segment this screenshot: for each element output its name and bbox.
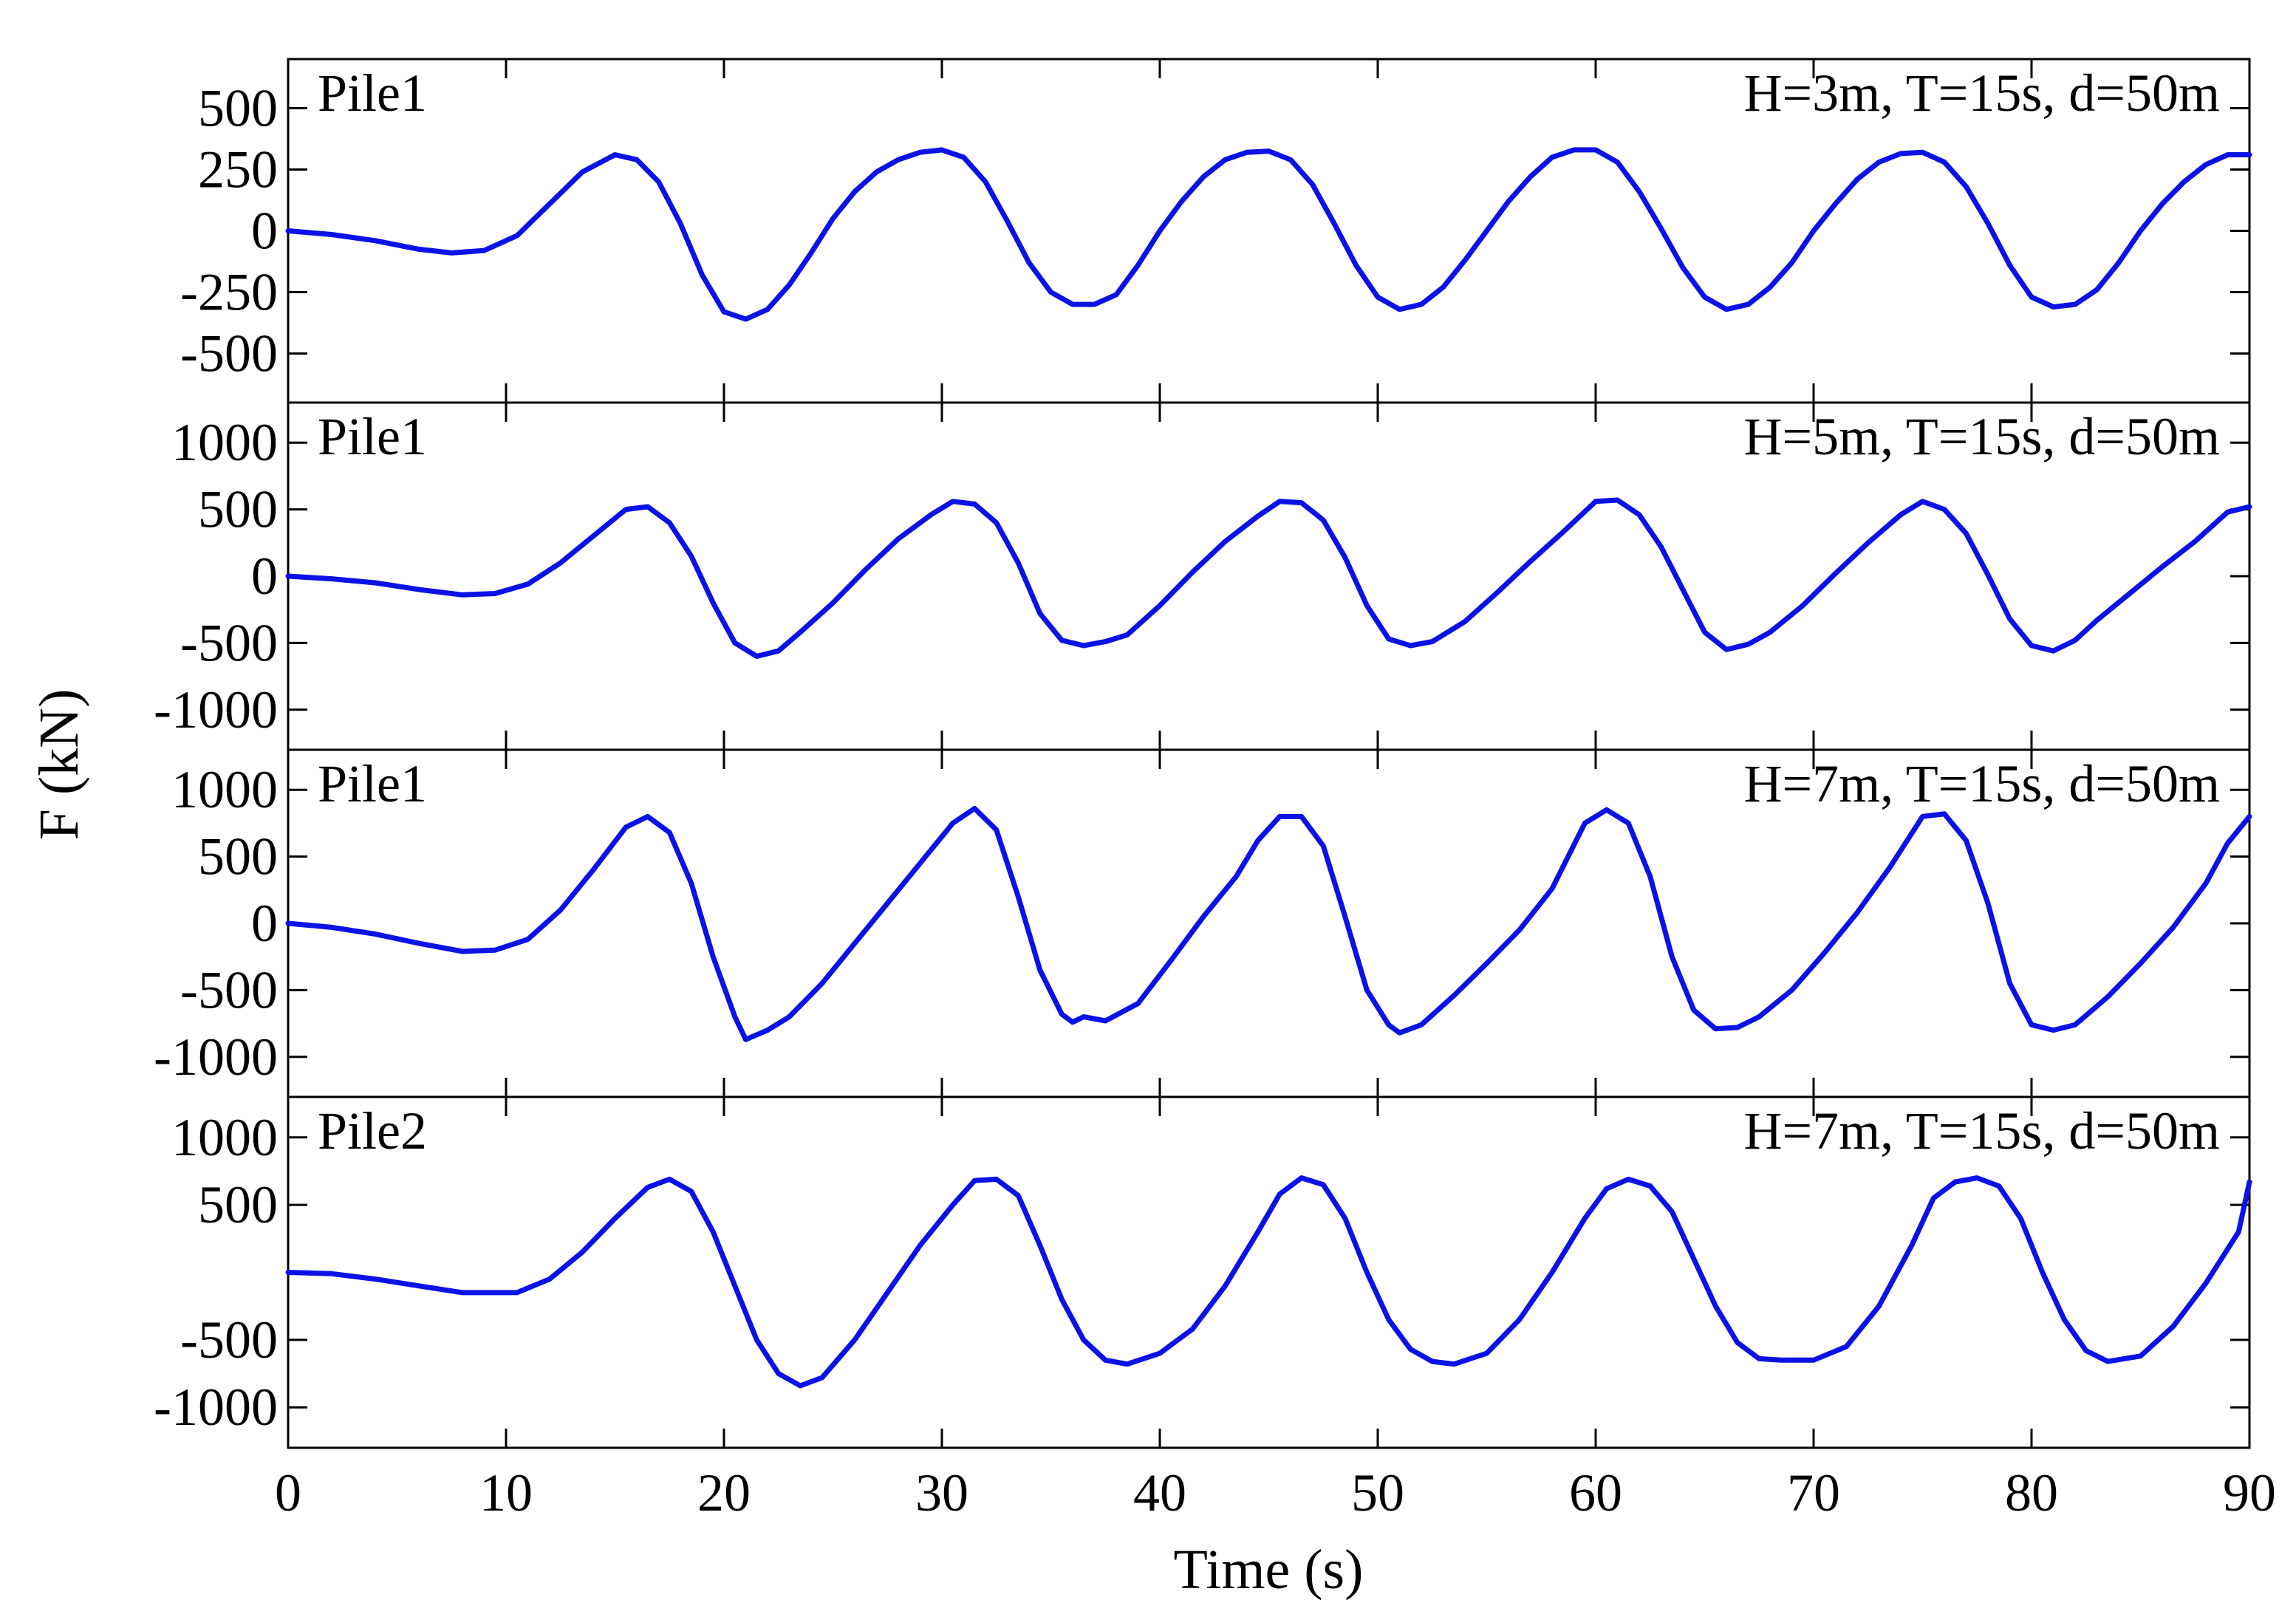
y-tick-label: -1000	[154, 1378, 278, 1437]
panel-3: 1000 500 0 -500 -1000 Pile1 H=7m, T=15s, d=50m	[154, 748, 2252, 1098]
pile-label: Pile1	[318, 407, 427, 466]
x-tick-label: 50	[1351, 1463, 1404, 1522]
y-tick-label: -1000	[154, 1027, 278, 1087]
y-tick-label: 1000	[171, 1108, 278, 1167]
x-tick-label: 80	[2005, 1463, 2058, 1522]
x-tick-label: 10	[479, 1463, 533, 1522]
panel-2: 1000 500 0 -500 -1000 Pile1 H=5m, T=15s, d=50m	[154, 401, 2252, 751]
series-line	[285, 497, 2252, 659]
x-tick-label: 20	[697, 1463, 751, 1522]
x-tick-label: 30	[915, 1463, 968, 1522]
y-tick-label: -500	[180, 613, 278, 672]
y-tick-label: 250	[198, 140, 278, 199]
y-tick-label: 1000	[171, 760, 278, 819]
x-tick-label: 0	[275, 1463, 301, 1522]
y-tick-label: 500	[198, 480, 278, 539]
condition-label: H=3m, T=15s, d=50m	[1743, 64, 2220, 123]
y-tick-label: -500	[180, 960, 278, 1019]
y-tick-label: -500	[180, 324, 278, 383]
x-tick-label: 70	[1787, 1463, 1840, 1522]
condition-label: H=5m, T=15s, d=50m	[1743, 407, 2220, 466]
condition-label: H=7m, T=15s, d=50m	[1743, 1101, 2220, 1160]
x-axis-title: Time (s)	[1174, 1539, 1364, 1601]
panel-4: 1000 500 -500 -1000 0 10 20 30 40 50 60 70 80 90 Pile2…	[154, 1095, 2276, 1522]
x-tick-label: 60	[1569, 1463, 1622, 1522]
x-tick-label: 40	[1133, 1463, 1186, 1522]
y-tick-label: 500	[198, 78, 278, 137]
y-axis-title: F (kN)	[28, 689, 90, 841]
series-line	[285, 147, 2252, 322]
x-tick-label: 90	[2223, 1463, 2276, 1522]
y-tick-label: -1000	[154, 680, 278, 739]
y-tick-label: 0	[251, 547, 278, 606]
y-tick-label: 0	[251, 202, 278, 261]
pile-label: Pile2	[318, 1101, 427, 1160]
condition-label: H=7m, T=15s, d=50m	[1743, 754, 2220, 813]
y-tick-label: 500	[198, 827, 278, 886]
y-tick-label: 1000	[171, 413, 278, 472]
pile-label: Pile1	[318, 754, 427, 813]
pile-label: Pile1	[318, 64, 427, 123]
y-tick-label: -250	[180, 263, 278, 322]
series-line	[285, 806, 2252, 1042]
y-tick-label: 0	[251, 894, 278, 953]
y-tick-label: 500	[198, 1175, 278, 1234]
series-line	[285, 1175, 2252, 1389]
y-tick-label: -500	[180, 1310, 278, 1369]
